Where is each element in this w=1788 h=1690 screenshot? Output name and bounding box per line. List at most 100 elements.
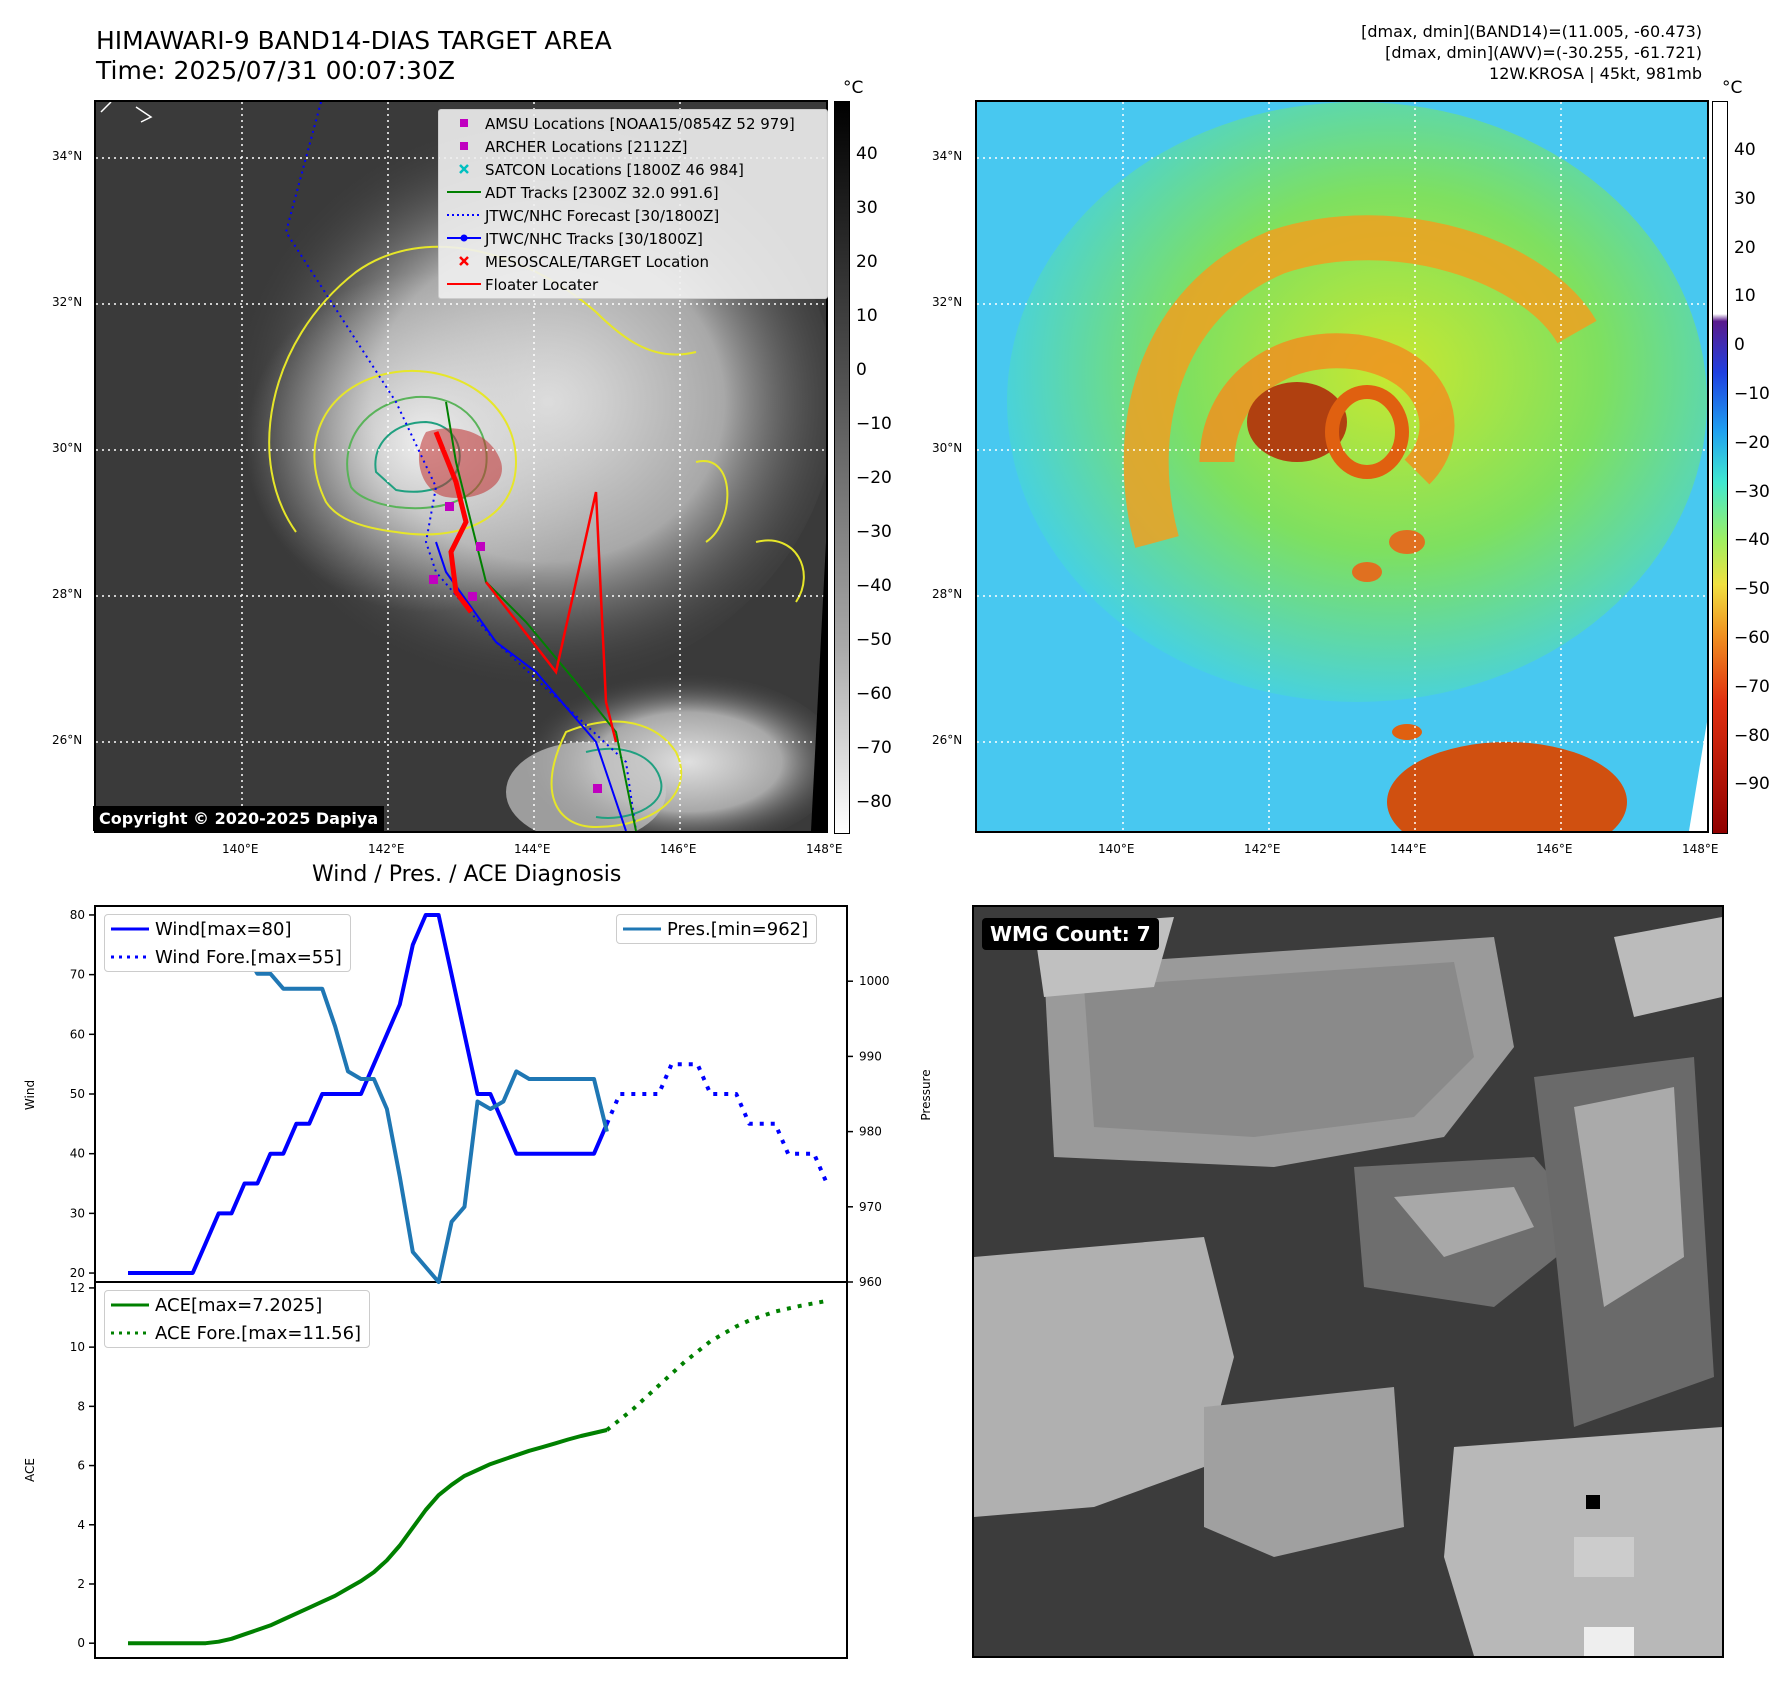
axis-tick-label: 980 xyxy=(859,1125,882,1139)
axis-tick-label: 60 xyxy=(70,1027,85,1041)
legend-item-jtwc-tracks: JTWC/NHC Tracks [30/1800Z] xyxy=(443,227,823,250)
legend-item-pressure: Pres.[min=962] xyxy=(623,918,809,940)
colorbar-tick-label: 20 xyxy=(1734,237,1756,258)
legend-item-wind-forecast: Wind Fore.[max=55] xyxy=(111,946,342,968)
axis-tick-label: 2 xyxy=(77,1577,85,1591)
ir-lat-label: 26°N xyxy=(52,733,83,747)
awv-lat-label: 26°N xyxy=(932,733,963,747)
info-line-storm: 12W.KROSA | 45kt, 981mb xyxy=(1489,64,1702,83)
ace-axis-label: ACE xyxy=(23,1458,37,1482)
series-line-ace-fore- xyxy=(605,1298,828,1432)
ir-lat-label: 34°N xyxy=(52,149,83,163)
wmg-image xyxy=(974,907,1722,1656)
pressure-axis-label: Pressure xyxy=(919,1069,933,1120)
colorbar-tick-label: −90 xyxy=(1734,774,1770,795)
wind-legend: Wind[max=80] Wind Fore.[max=55] xyxy=(104,914,351,972)
awv-colorbar xyxy=(1712,101,1728,834)
awv-satellite-image xyxy=(977,102,1707,831)
axis-tick-label: 8 xyxy=(77,1399,85,1413)
colorbar-tick-label: 0 xyxy=(856,360,867,380)
ir-lon-label: 140°E xyxy=(222,842,259,856)
axis-tick-label: 80 xyxy=(70,908,85,922)
axis-tick-label: 1000 xyxy=(859,974,890,988)
pressure-legend: Pres.[min=962] xyxy=(616,914,818,944)
axis-tick-label: 990 xyxy=(859,1049,882,1063)
series-line-pres- xyxy=(128,926,609,1284)
axis-tick-label: 50 xyxy=(70,1087,85,1101)
chart-time: Time: 2025/07/31 00:07:30Z xyxy=(96,56,455,85)
colorbar-tick-label: 30 xyxy=(856,198,878,218)
awv-lon-label: 144°E xyxy=(1390,842,1427,856)
ir-map-legend: AMSU Locations [NOAA15/0854Z 52 979] ARC… xyxy=(438,109,828,299)
legend-item-amsu: AMSU Locations [NOAA15/0854Z 52 979] xyxy=(443,112,823,135)
colorbar-tick-label: −60 xyxy=(1734,628,1770,648)
axis-tick-label: 70 xyxy=(70,968,85,982)
legend-item-wind: Wind[max=80] xyxy=(111,918,292,940)
series-line-wind-fore- xyxy=(605,1062,829,1185)
colorbar-tick-label: −70 xyxy=(1734,676,1770,697)
legend-item-archer: ARCHER Locations [2112Z] xyxy=(443,135,823,158)
axis-tick-label: 40 xyxy=(70,1147,85,1161)
axis-tick-label: 960 xyxy=(859,1275,882,1289)
legend-item-jtwc-forecast: JTWC/NHC Forecast [30/1800Z] xyxy=(447,206,720,225)
colorbar-tick-label: −50 xyxy=(856,630,892,650)
ir-lat-label: 30°N xyxy=(52,441,83,455)
copyright-label: Copyright © 2020-2025 Dapiya xyxy=(93,806,385,831)
wmg-panel xyxy=(972,905,1724,1658)
axis-tick-label: 0 xyxy=(77,1636,85,1650)
axis-tick-label: 4 xyxy=(77,1518,85,1532)
colorbar-tick-label: −10 xyxy=(856,414,892,434)
awv-lon-label: 146°E xyxy=(1536,842,1573,856)
axis-tick-label: 970 xyxy=(859,1200,882,1214)
awv-lat-label: 32°N xyxy=(932,295,963,309)
awv-colorbar-unit: °C xyxy=(1722,78,1743,98)
legend-item-ace-forecast: ACE Fore.[max=11.56] xyxy=(111,1322,362,1344)
awv-lat-label: 34°N xyxy=(932,149,963,163)
colorbar-tick-label: 0 xyxy=(1734,335,1745,356)
ace-legend: ACE[max=7.2025] ACE Fore.[max=11.56] xyxy=(104,1290,371,1348)
colorbar-tick-label: 40 xyxy=(1734,140,1756,160)
colorbar-tick-label: −30 xyxy=(856,522,892,542)
info-line-band14: [dmax, dmin](BAND14)=(11.005, -60.473) xyxy=(1361,22,1702,41)
legend-item-adt: ADT Tracks [2300Z 32.0 991.6] xyxy=(447,183,719,202)
ir-lon-label: 148°E xyxy=(806,842,843,856)
ir-colorbar xyxy=(834,101,850,834)
ir-lat-label: 28°N xyxy=(52,587,83,601)
colorbar-tick-label: −70 xyxy=(856,738,892,758)
colorbar-tick-label: 30 xyxy=(1734,188,1756,209)
info-line-awv: [dmax, dmin](AWV)=(-30.255, -61.721) xyxy=(1385,43,1702,62)
legend-item-mesoscale: MESOSCALE/TARGET Location xyxy=(443,250,823,273)
ir-lon-label: 144°E xyxy=(514,842,551,856)
colorbar-tick-label: −80 xyxy=(1734,725,1770,746)
ace-plot-frame xyxy=(94,1281,848,1659)
colorbar-tick-label: −50 xyxy=(1734,579,1770,600)
ir-lat-label: 32°N xyxy=(52,295,83,309)
axis-tick-label: 20 xyxy=(70,1266,85,1280)
ir-colorbar-unit: °C xyxy=(843,78,864,98)
colorbar-tick-label: −20 xyxy=(856,468,892,488)
axis-tick-label: 6 xyxy=(77,1459,85,1473)
colorbar-tick-label: −40 xyxy=(1734,530,1770,551)
legend-item-ace: ACE[max=7.2025] xyxy=(111,1294,323,1316)
series-line-ace xyxy=(128,1428,608,1646)
wmg-count-label: WMG Count: 7 xyxy=(982,918,1159,950)
diagnosis-title: Wind / Pres. / ACE Diagnosis xyxy=(312,862,622,887)
chart-title: HIMAWARI-9 BAND14-DIAS TARGET AREA xyxy=(96,26,612,55)
awv-map-panel xyxy=(975,100,1709,833)
axis-tick-label: 12 xyxy=(70,1281,85,1295)
colorbar-tick-label: 20 xyxy=(856,252,878,272)
colorbar-tick-label: −30 xyxy=(1734,481,1770,502)
axis-tick-label: 10 xyxy=(70,1340,85,1354)
legend-item-floater: Floater Locater xyxy=(447,275,599,294)
colorbar-tick-label: −20 xyxy=(1734,432,1770,453)
colorbar-tick-label: −10 xyxy=(1734,384,1770,404)
colorbar-tick-label: 10 xyxy=(1734,286,1756,307)
awv-lon-label: 142°E xyxy=(1244,842,1281,856)
colorbar-tick-label: 40 xyxy=(856,144,878,164)
axis-tick-label: 30 xyxy=(70,1206,85,1220)
awv-lat-label: 30°N xyxy=(932,441,963,455)
awv-lon-label: 140°E xyxy=(1098,842,1135,856)
colorbar-tick-label: 10 xyxy=(856,306,878,326)
wind-axis-label: Wind xyxy=(23,1080,37,1110)
colorbar-tick-label: −80 xyxy=(856,792,892,812)
